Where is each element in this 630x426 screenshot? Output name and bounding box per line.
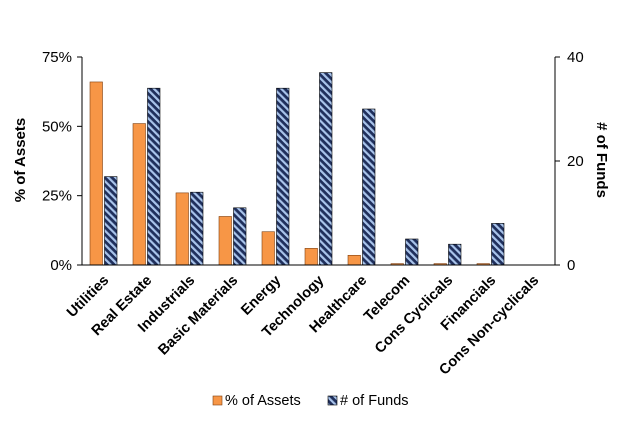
y-left-axis-title: % of Assets <box>12 118 29 202</box>
bar-funds <box>319 72 333 266</box>
legend: % of Assets # of Funds <box>212 393 409 409</box>
bar-assets <box>89 81 103 266</box>
legend-swatch-funds <box>327 395 338 406</box>
y-left-tick-label: 50% <box>42 118 72 135</box>
bar-funds <box>405 238 419 266</box>
bar-assets <box>132 123 146 266</box>
bar-funds <box>362 108 376 266</box>
bar-funds <box>276 87 290 266</box>
bar-funds <box>491 223 505 266</box>
bar-assets <box>304 248 318 266</box>
plot-area <box>89 72 505 266</box>
bar-assets <box>347 254 361 266</box>
bar-funds <box>233 207 247 266</box>
y-right-axis-title: # of Funds <box>593 122 610 198</box>
legend-swatch-assets <box>212 395 223 406</box>
bar-funds <box>190 191 204 266</box>
bar-assets <box>175 192 189 266</box>
bar-assets <box>218 216 232 266</box>
y-left-tick-label: 0% <box>50 257 72 274</box>
legend-label-funds: # of Funds <box>340 393 409 409</box>
y-right-tick-label: 40 <box>567 49 584 66</box>
x-category-label: Cons Cyclicals <box>372 273 456 357</box>
y-left-tick-label: 75% <box>42 49 72 66</box>
legend-label-assets: % of Assets <box>225 393 301 409</box>
bar-funds <box>147 87 161 266</box>
bar-assets <box>261 231 275 266</box>
bar-funds <box>104 176 118 266</box>
labels: % of Assets # of Funds <box>12 118 610 202</box>
y-right-tick-label: 20 <box>567 153 584 170</box>
x-category-label: Basic Materials <box>155 273 241 359</box>
y-left-tick-label: 25% <box>42 188 72 205</box>
bar-funds <box>448 243 462 266</box>
y-right-tick-label: 0 <box>567 257 575 274</box>
